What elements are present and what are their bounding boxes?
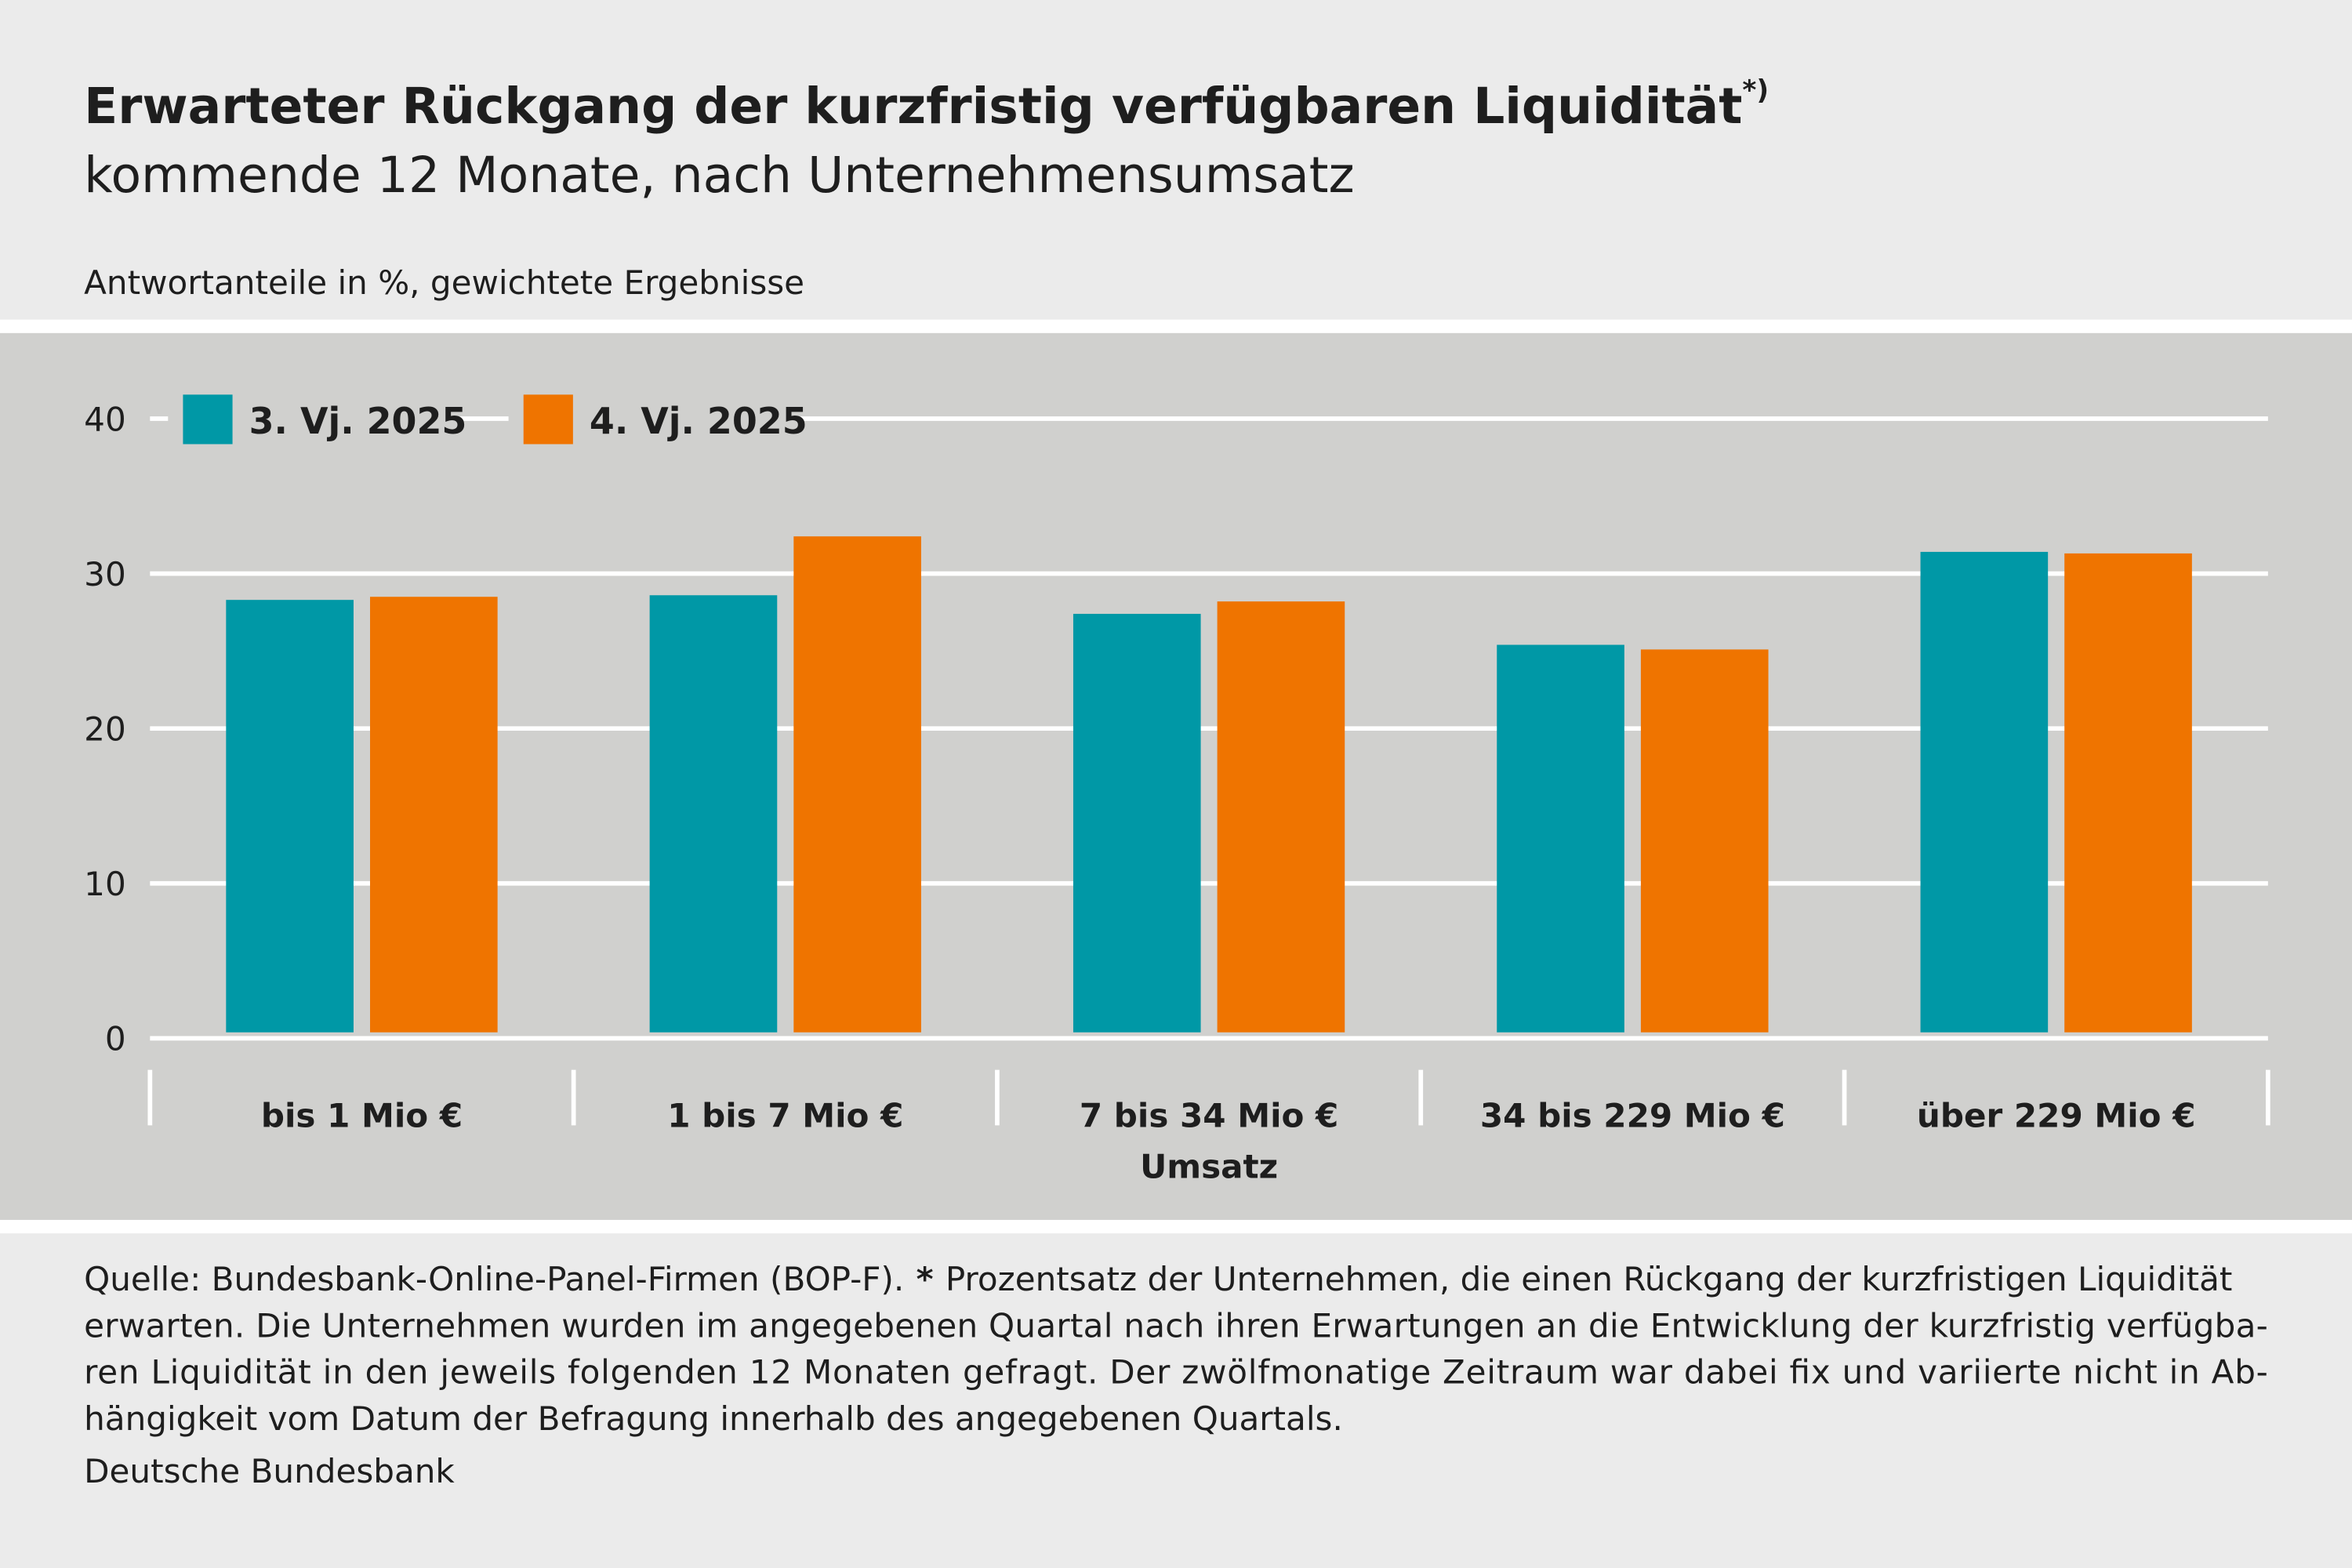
title-note: *) (1742, 74, 1769, 106)
y-tick-label: 20 (84, 710, 126, 748)
footnote-text: Prozentsatz der Unternehmen, die einen R… (946, 1260, 2232, 1298)
bar (1217, 601, 1345, 1033)
footnote-asterisk: * (916, 1260, 934, 1298)
separator (0, 319, 2352, 333)
bar (226, 600, 354, 1033)
x-tick-label: bis 1 Mio € (261, 1096, 463, 1134)
subtitle: kommende 12 Monate, nach Unternehmensums… (84, 146, 1355, 204)
legend-swatch (523, 394, 573, 445)
footnote-source: Quelle: Bundesbank-Online-Panel-Firmen (… (84, 1260, 904, 1298)
footnote-line: ren Liquidität in den jeweils folgenden … (84, 1353, 2268, 1392)
y-tick-label: 10 (84, 865, 126, 903)
y-tick-label: 0 (105, 1020, 126, 1058)
footnote-line: Quelle: Bundesbank-Online-Panel-Firmen (… (84, 1260, 2232, 1298)
footnote-line: erwarten. Die Unternehmen wurden im ange… (84, 1306, 2268, 1345)
legend-label: 4. Vj. 2025 (590, 400, 808, 442)
bar (649, 595, 778, 1033)
bar (1920, 551, 2049, 1033)
bar (793, 536, 921, 1033)
publisher: Deutsche Bundesbank (84, 1452, 455, 1490)
x-tick-label: 1 bis 7 Mio € (667, 1096, 903, 1134)
x-axis-label: Umsatz (1140, 1147, 1278, 1185)
footnote-line: hängigkeit vom Datum der Befragung inner… (84, 1399, 1343, 1438)
legend-swatch (183, 394, 233, 445)
chart-title: Erwarteter Rückgang der kurzfristig verf… (84, 74, 1769, 135)
x-tick-label: 7 bis 34 Mio € (1080, 1096, 1338, 1134)
bar (1640, 649, 1769, 1033)
y-tick-label: 40 (84, 400, 126, 438)
y-axis-label: Antwortanteile in %, gewichtete Ergebnis… (84, 263, 804, 302)
legend-label: 3. Vj. 2025 (249, 400, 467, 442)
bar (1073, 613, 1201, 1033)
title-text: Erwarteter Rückgang der kurzfristig verf… (84, 77, 1742, 135)
bar (1497, 644, 1624, 1033)
x-tick-label: über 229 Mio € (1917, 1096, 2196, 1134)
bar (2064, 553, 2192, 1033)
y-tick-label: 30 (84, 555, 126, 593)
separator (0, 1219, 2352, 1234)
footnote: Quelle: Bundesbank-Online-Panel-Firmen (… (84, 1260, 2268, 1438)
bar (370, 597, 498, 1033)
x-tick-label: 34 bis 229 Mio € (1480, 1096, 1785, 1134)
